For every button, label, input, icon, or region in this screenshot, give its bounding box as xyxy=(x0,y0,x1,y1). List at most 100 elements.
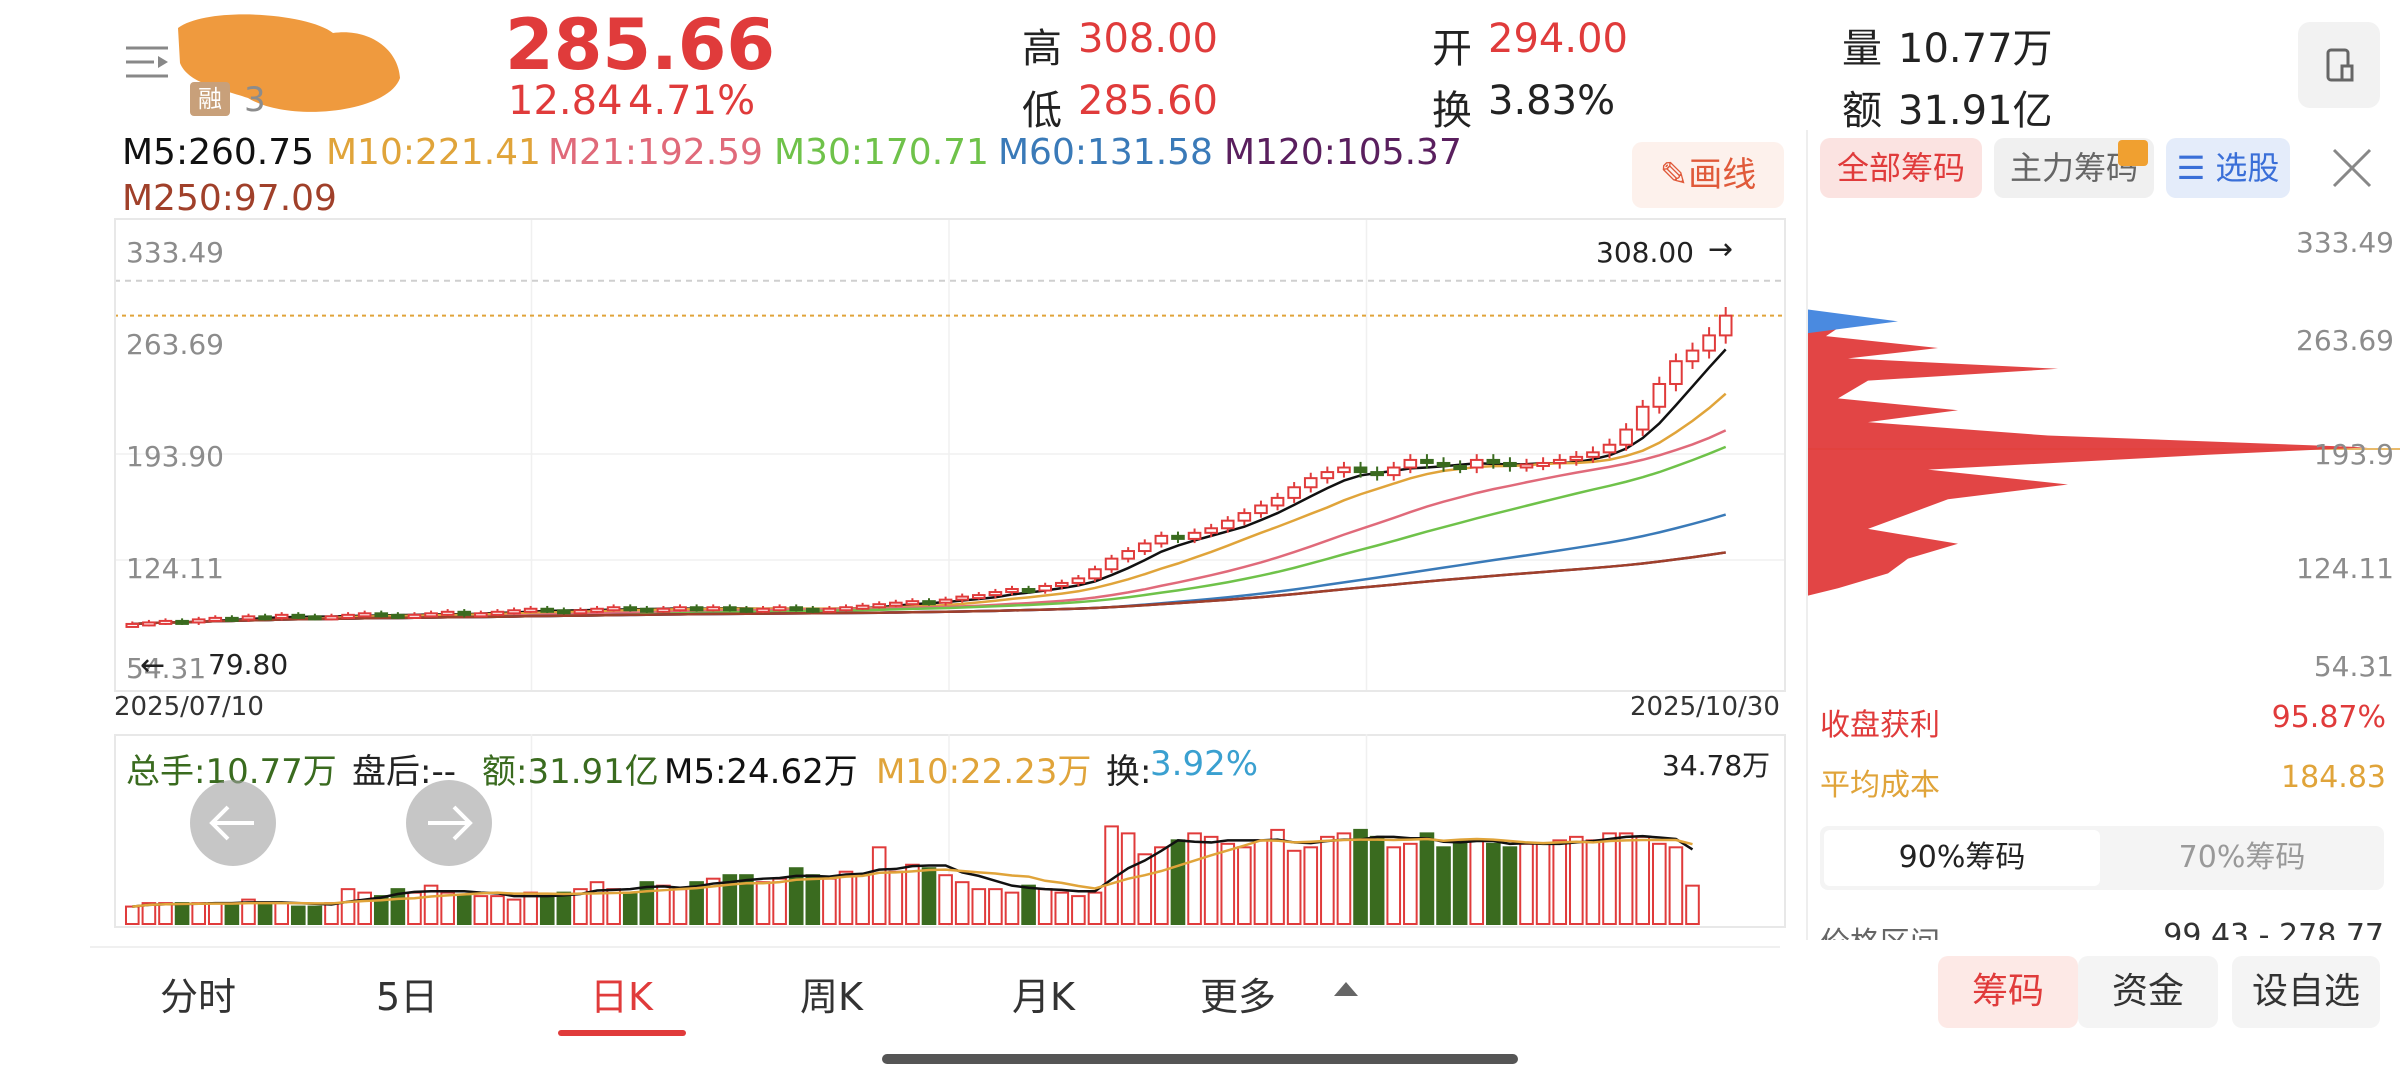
volume-bar xyxy=(1087,891,1103,925)
candle-body xyxy=(1453,464,1467,470)
candle-body xyxy=(1420,458,1434,464)
tab-monthly-k[interactable]: 月K xyxy=(1012,975,1075,1019)
candle-body xyxy=(689,606,704,612)
volume-bar xyxy=(1585,839,1601,925)
candle-body xyxy=(1702,334,1716,352)
volume-bar xyxy=(456,895,472,926)
tab-more[interactable]: 更多 xyxy=(1200,975,1277,1019)
volume-bar xyxy=(1004,891,1020,925)
candle-body xyxy=(640,607,654,613)
high-value: 308.00 xyxy=(1078,16,1218,62)
menu-icon[interactable] xyxy=(126,44,168,80)
volume-bar xyxy=(1170,839,1186,925)
candle-body xyxy=(1320,471,1335,480)
chips-divider xyxy=(1806,130,1808,940)
candle-body xyxy=(905,600,920,606)
high-marker-label: 308.00 xyxy=(1596,236,1694,269)
y-tick-label: 193.90 xyxy=(126,440,224,473)
candle-body xyxy=(806,607,820,613)
avg-cost-label: 平均成本 xyxy=(1820,768,1940,803)
volume-bar xyxy=(290,905,306,925)
volume-bar xyxy=(440,891,455,925)
tab-all-chips[interactable]: 全部筹码 xyxy=(1820,138,1982,198)
volume-bar xyxy=(622,891,638,925)
landscape-toggle-icon[interactable] xyxy=(2298,22,2380,108)
low-marker-arrow-icon: ← xyxy=(140,648,166,683)
candle-body xyxy=(1071,577,1086,584)
volume-bar xyxy=(1602,832,1617,925)
tab-daily-k[interactable]: 日K xyxy=(590,975,653,1019)
candle-body xyxy=(1619,428,1633,446)
ma5-line xyxy=(132,348,1727,626)
candle-body xyxy=(1685,349,1700,363)
candle-body xyxy=(424,612,438,618)
volume-m10: M10:22.23万 xyxy=(876,752,1092,792)
tab-main-chips[interactable]: 主力筹码 xyxy=(1994,138,2154,198)
y-tick-label: 333.49 xyxy=(126,236,224,269)
candle-body xyxy=(739,607,754,613)
kline-chart[interactable] xyxy=(114,218,1784,690)
candle-body xyxy=(988,591,1003,597)
volume-bar xyxy=(971,888,987,925)
candle-body xyxy=(706,606,721,612)
chips-button[interactable]: 筹码 xyxy=(1938,956,2078,1028)
candle-body xyxy=(1602,443,1617,454)
candle-body xyxy=(1220,519,1235,530)
y-tick-label: 263.69 xyxy=(126,328,224,361)
stock-pick-button[interactable]: ☰ 选股 xyxy=(2166,138,2290,198)
candle-body xyxy=(1104,557,1119,571)
funds-button[interactable]: 资金 xyxy=(2078,956,2218,1028)
candle-body xyxy=(1486,458,1501,464)
ma60-legend: M60:131.58 xyxy=(998,132,1213,173)
ma250-legend: M250:97.09 xyxy=(122,178,337,219)
candle-body xyxy=(590,607,604,613)
tab-intraday[interactable]: 分时 xyxy=(160,975,237,1019)
volume-bar xyxy=(473,895,489,926)
candle-body xyxy=(274,613,289,619)
price-range-label: 价格区间 xyxy=(1820,918,1940,940)
candle-body xyxy=(1154,534,1169,545)
tab-5day[interactable]: 5日 xyxy=(376,975,439,1019)
candle-body xyxy=(1204,527,1218,534)
scroll-right-button[interactable] xyxy=(406,780,492,866)
tab-90-chips[interactable]: 90%筹码 xyxy=(1824,830,2100,886)
candle-body xyxy=(1519,463,1534,469)
volume-chart[interactable] xyxy=(114,734,1784,926)
candle-body xyxy=(341,613,355,619)
volume-bar xyxy=(1137,853,1153,925)
candle-body xyxy=(1386,466,1401,477)
volume-label: 量 xyxy=(1842,26,1882,72)
volume-max: 34.78万 xyxy=(1662,749,1771,782)
volume-bar xyxy=(1469,839,1485,925)
volume-turnover-label: 换: xyxy=(1106,752,1152,792)
volume-bar xyxy=(855,874,870,925)
caret-up-icon[interactable] xyxy=(1334,982,1358,996)
volume-bar xyxy=(1486,842,1501,925)
volume-bar xyxy=(490,895,505,926)
candle-body xyxy=(1370,471,1384,477)
price-change: 12.84 xyxy=(508,78,623,124)
candle-body xyxy=(1121,550,1135,560)
candle-body xyxy=(474,612,488,618)
volume-bar xyxy=(506,898,522,926)
volume-bar xyxy=(1369,835,1385,925)
scroll-left-button[interactable] xyxy=(190,780,276,866)
candle-body xyxy=(922,600,936,606)
chip-profile-loss xyxy=(1808,309,1898,334)
candle-body xyxy=(523,607,538,613)
draw-line-button[interactable]: ✎画线 xyxy=(1632,142,1784,208)
margin-badge: 融 xyxy=(190,82,230,116)
candle-body xyxy=(1287,486,1301,499)
tab-weekly-k[interactable]: 周K xyxy=(800,975,863,1019)
volume-bar xyxy=(805,874,821,925)
home-indicator xyxy=(882,1054,1518,1064)
add-watchlist-button[interactable]: 设自选 xyxy=(2232,956,2380,1028)
volume-bar xyxy=(1320,835,1335,925)
candle-body xyxy=(1337,466,1351,474)
candle-body xyxy=(1503,461,1517,467)
close-icon[interactable] xyxy=(2324,140,2380,196)
candle-body xyxy=(374,612,389,618)
tab-70-chips[interactable]: 70%筹码 xyxy=(2178,840,2306,875)
turnover-value: 3.83% xyxy=(1488,78,1616,124)
volume-bar xyxy=(257,902,273,925)
